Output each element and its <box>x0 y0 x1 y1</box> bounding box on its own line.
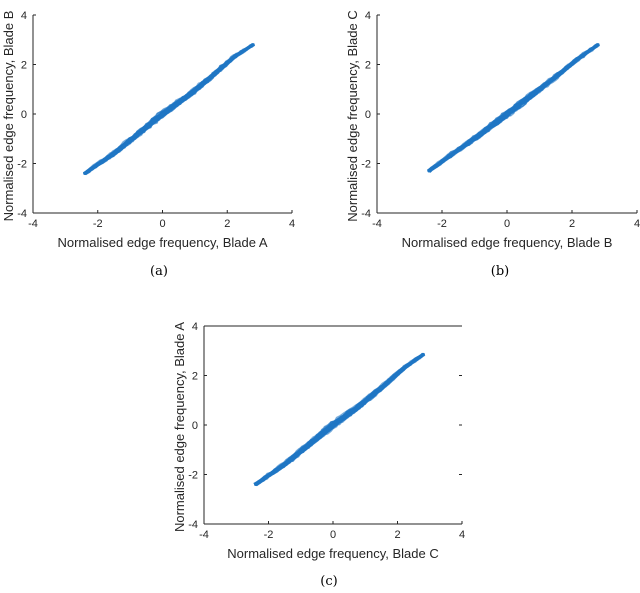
y-tick-label: -2 <box>188 470 198 482</box>
x-tick-label: 4 <box>634 218 640 230</box>
x-tick-label: 2 <box>224 218 230 230</box>
data-point <box>135 133 139 137</box>
data-band <box>427 43 600 173</box>
data-point <box>576 56 581 60</box>
data-point <box>379 386 383 390</box>
data-point <box>505 112 509 116</box>
x-tick-label: 0 <box>330 529 336 541</box>
data-point <box>421 352 425 357</box>
y-tick-label: 4 <box>21 10 27 22</box>
x-tick-label: 2 <box>394 529 400 541</box>
y-tick-label: 0 <box>21 109 27 121</box>
data-point <box>209 75 213 79</box>
data-point <box>427 169 431 173</box>
data-trace <box>255 353 425 486</box>
y-axis-label: Normalised edge frequency, Blade A <box>172 322 187 532</box>
data-point <box>554 75 558 79</box>
data-band <box>253 352 426 487</box>
data-band <box>83 43 255 176</box>
x-tick-label: -4 <box>372 218 382 230</box>
panel-3: -4 -2 0 2 4 -4 -2 0 2 4 Normalised edge frequency,… <box>172 321 465 589</box>
panel-caption: (c) <box>320 574 337 589</box>
y-tick-label: 4 <box>192 321 198 333</box>
y-axis-label: Normalised edge frequency, Blade C <box>345 10 360 222</box>
x-axis-label: Normalised edge frequency, Blade C <box>227 546 439 561</box>
y-axis-label: Normalised edge frequency, Blade B <box>1 11 16 222</box>
panel-caption: (a) <box>150 264 168 279</box>
x-tick-label: 0 <box>504 218 510 230</box>
data-point <box>283 463 287 467</box>
data-point <box>456 148 460 152</box>
x-tick-label: -2 <box>264 529 274 541</box>
data-point <box>232 55 236 59</box>
y-tick-label: 0 <box>365 109 371 121</box>
data-point <box>402 366 406 370</box>
data-point <box>112 152 116 156</box>
data-point <box>83 171 87 175</box>
x-tick-label: -4 <box>199 529 209 541</box>
y-tick-label: -4 <box>361 208 371 220</box>
x-tick-label: 4 <box>459 529 465 541</box>
y-tick-label: -4 <box>188 519 198 531</box>
panel-2: -4 -2 0 2 4 -4 -2 0 2 4 Normalised edge frequency,… <box>345 10 640 279</box>
x-tick-label: 4 <box>289 218 295 230</box>
y-tick-label: 2 <box>365 60 371 72</box>
x-tick-label: 2 <box>569 218 575 230</box>
x-tick-label: -4 <box>28 218 38 230</box>
data-point <box>186 93 190 98</box>
data-trace <box>427 43 599 171</box>
panel-caption: (b) <box>491 264 509 279</box>
data-point <box>160 112 165 116</box>
y-tick-label: 0 <box>192 420 198 432</box>
data-point <box>251 43 255 47</box>
x-tick-label: -2 <box>437 218 447 230</box>
data-point <box>357 404 361 409</box>
x-tick-label: 0 <box>159 218 165 230</box>
x-axis-label: Normalised edge frequency, Blade B <box>402 235 613 250</box>
y-tick-label: 2 <box>192 371 198 383</box>
data-point <box>254 482 258 486</box>
y-tick-label: 2 <box>21 60 27 72</box>
y-tick-label: -2 <box>17 159 27 171</box>
y-tick-label: 4 <box>365 10 371 22</box>
data-trace <box>429 44 600 173</box>
data-point <box>331 423 335 427</box>
x-axis-label: Normalised edge frequency, Blade A <box>57 235 267 250</box>
panel-1: -4 -2 0 2 4 -4 -2 0 2 4 Normalised edge frequency,… <box>1 10 295 279</box>
data-trace <box>85 44 255 175</box>
y-tick-label: -4 <box>17 208 27 220</box>
data-point <box>479 132 483 136</box>
data-point <box>531 92 535 96</box>
x-tick-label: -2 <box>93 218 103 230</box>
data-point <box>596 43 600 47</box>
data-point <box>305 444 309 448</box>
y-tick-label: -2 <box>361 159 371 171</box>
